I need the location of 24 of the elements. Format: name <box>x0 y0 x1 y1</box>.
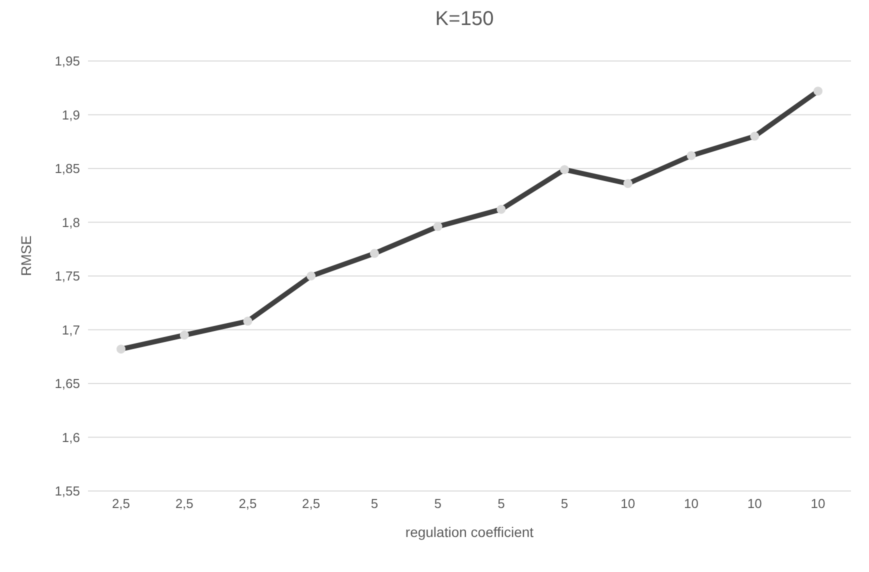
y-tick-label: 1,75 <box>54 268 80 284</box>
x-axis-title: regulation coefficient <box>405 524 534 540</box>
x-tick-label: 5 <box>560 496 568 512</box>
y-axis-title: RMSE <box>18 236 34 276</box>
x-tick-label: 10 <box>810 496 826 512</box>
x-tick-label: 10 <box>684 496 699 512</box>
x-tick-label: 2,5 <box>302 496 320 512</box>
x-tick-label: 5 <box>498 496 505 512</box>
chart-title: K=150 <box>434 8 495 31</box>
x-tick-label: 5 <box>434 496 442 512</box>
x-tick-label: 2,5 <box>112 496 130 512</box>
x-tick-label: 2,5 <box>238 496 257 512</box>
x-tick-label: 10 <box>747 496 762 512</box>
y-tick-label: 1,6 <box>62 430 80 445</box>
y-tick-label: 1,95 <box>54 54 80 69</box>
x-tick-label: 10 <box>620 496 636 512</box>
x-tick-label: 5 <box>370 496 378 512</box>
x-tick-label: 2,5 <box>175 496 194 512</box>
y-tick-label: 1,8 <box>62 214 80 230</box>
y-tick-label: 1,55 <box>54 484 80 499</box>
y-tick-label: 1,85 <box>54 161 80 176</box>
y-tick-label: 1,65 <box>54 376 80 392</box>
y-tick-label: 1,9 <box>62 107 80 122</box>
y-tick-label: 1,7 <box>62 322 80 338</box>
